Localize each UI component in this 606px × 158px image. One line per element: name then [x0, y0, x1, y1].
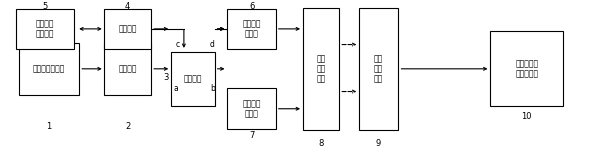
FancyBboxPatch shape	[303, 8, 339, 130]
Text: 第二偏振
控制器: 第二偏振 控制器	[242, 99, 261, 118]
Text: 离线数字信
号处理模块: 离线数字信 号处理模块	[515, 59, 538, 79]
FancyBboxPatch shape	[16, 9, 74, 49]
Text: 6: 6	[249, 3, 255, 12]
FancyBboxPatch shape	[104, 9, 152, 49]
Text: 4: 4	[125, 3, 130, 12]
Text: 9: 9	[376, 139, 381, 148]
Text: 第一偏振
控制器: 第一偏振 控制器	[242, 19, 261, 39]
FancyBboxPatch shape	[19, 43, 79, 95]
FancyBboxPatch shape	[171, 52, 215, 106]
Text: 3: 3	[164, 73, 169, 82]
Text: 相干
接收
模块: 相干 接收 模块	[316, 54, 326, 84]
Text: a: a	[174, 84, 178, 93]
Text: 法拉第旋
转反射镜: 法拉第旋 转反射镜	[36, 19, 54, 39]
Text: 2: 2	[125, 122, 130, 131]
Text: 光隔离器: 光隔离器	[118, 64, 137, 73]
Text: 待测直流激光器: 待测直流激光器	[33, 64, 65, 73]
Text: 数据
采集
模块: 数据 采集 模块	[374, 54, 383, 84]
FancyBboxPatch shape	[104, 43, 152, 95]
Text: 光耦合器: 光耦合器	[184, 75, 202, 83]
Text: 7: 7	[249, 131, 255, 140]
Text: 延时光纤: 延时光纤	[118, 24, 137, 33]
FancyBboxPatch shape	[227, 9, 276, 49]
FancyBboxPatch shape	[359, 8, 398, 130]
Text: 10: 10	[521, 112, 532, 121]
Text: b: b	[210, 84, 215, 93]
FancyBboxPatch shape	[227, 88, 276, 129]
Text: 5: 5	[42, 3, 47, 12]
Text: 1: 1	[47, 122, 52, 131]
Text: d: d	[210, 40, 215, 49]
Text: c: c	[175, 40, 179, 49]
Text: 8: 8	[318, 139, 324, 148]
FancyBboxPatch shape	[490, 31, 563, 106]
